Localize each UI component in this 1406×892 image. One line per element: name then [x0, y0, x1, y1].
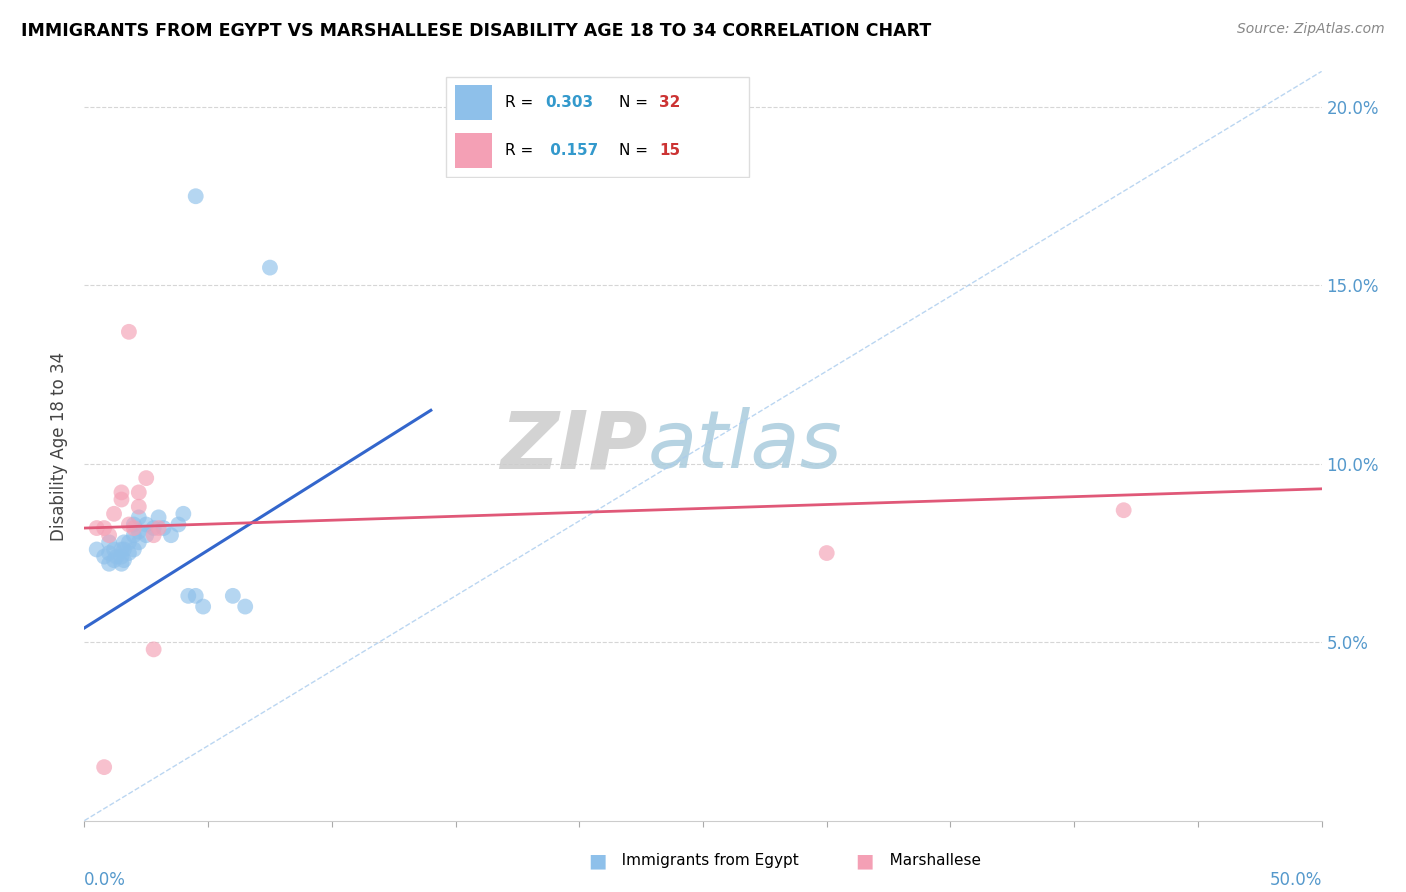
Point [152, 521, 174, 535]
Text: 0.303: 0.303 [546, 95, 593, 110]
FancyBboxPatch shape [446, 77, 749, 178]
Text: 50.0%: 50.0% [1270, 871, 1322, 888]
Point [110, 549, 132, 564]
Point [110, 485, 132, 500]
Text: 0.157: 0.157 [546, 144, 598, 158]
Text: 15: 15 [659, 144, 681, 158]
Point [118, 535, 141, 549]
Point [184, 589, 207, 603]
Point [98, 546, 121, 560]
Point [103, 542, 125, 557]
Point [191, 599, 214, 614]
Point [142, 528, 165, 542]
Text: 32: 32 [659, 95, 681, 110]
Text: N =: N = [619, 144, 652, 158]
Point [135, 517, 157, 532]
Point [815, 546, 838, 560]
Point [112, 553, 135, 567]
Point [98, 535, 121, 549]
Point [112, 542, 135, 557]
Text: R =: R = [505, 95, 538, 110]
Text: Marshallese: Marshallese [875, 854, 981, 868]
Point [86, 542, 108, 557]
Point [93, 549, 115, 564]
Point [86, 521, 108, 535]
Text: ■: ■ [588, 851, 607, 871]
Point [110, 557, 132, 571]
Point [98, 528, 121, 542]
Point [122, 517, 145, 532]
Y-axis label: Disability Age 18 to 34: Disability Age 18 to 34 [51, 351, 69, 541]
Point [167, 517, 190, 532]
Point [142, 521, 165, 535]
Text: Immigrants from Egypt: Immigrants from Egypt [607, 854, 799, 868]
Text: ZIP: ZIP [501, 407, 647, 485]
Point [103, 507, 125, 521]
Point [148, 521, 170, 535]
Text: Source: ZipAtlas.com: Source: ZipAtlas.com [1237, 22, 1385, 37]
FancyBboxPatch shape [456, 85, 492, 120]
Point [128, 535, 150, 549]
Text: R =: R = [505, 144, 538, 158]
Point [222, 589, 245, 603]
Point [135, 471, 157, 485]
Text: 0.0%: 0.0% [84, 871, 127, 888]
Point [160, 528, 183, 542]
FancyBboxPatch shape [456, 133, 492, 168]
Point [128, 485, 150, 500]
Point [122, 542, 145, 557]
Point [98, 557, 121, 571]
Point [122, 521, 145, 535]
Point [172, 507, 194, 521]
Point [184, 189, 207, 203]
Point [1112, 503, 1135, 517]
Point [177, 589, 200, 603]
Point [103, 553, 125, 567]
Point [148, 510, 170, 524]
Point [233, 599, 256, 614]
Point [110, 542, 132, 557]
Point [93, 521, 115, 535]
Point [128, 510, 150, 524]
Point [118, 517, 141, 532]
Point [128, 524, 150, 539]
Point [142, 642, 165, 657]
Point [93, 760, 115, 774]
Point [118, 325, 141, 339]
Text: IMMIGRANTS FROM EGYPT VS MARSHALLESE DISABILITY AGE 18 TO 34 CORRELATION CHART: IMMIGRANTS FROM EGYPT VS MARSHALLESE DIS… [21, 22, 931, 40]
Text: atlas: atlas [647, 407, 842, 485]
Point [112, 535, 135, 549]
Point [135, 528, 157, 542]
Text: ■: ■ [855, 851, 875, 871]
Text: N =: N = [619, 95, 652, 110]
Point [122, 528, 145, 542]
Point [118, 546, 141, 560]
Point [259, 260, 281, 275]
Point [105, 549, 128, 564]
Point [110, 492, 132, 507]
Point [128, 500, 150, 514]
